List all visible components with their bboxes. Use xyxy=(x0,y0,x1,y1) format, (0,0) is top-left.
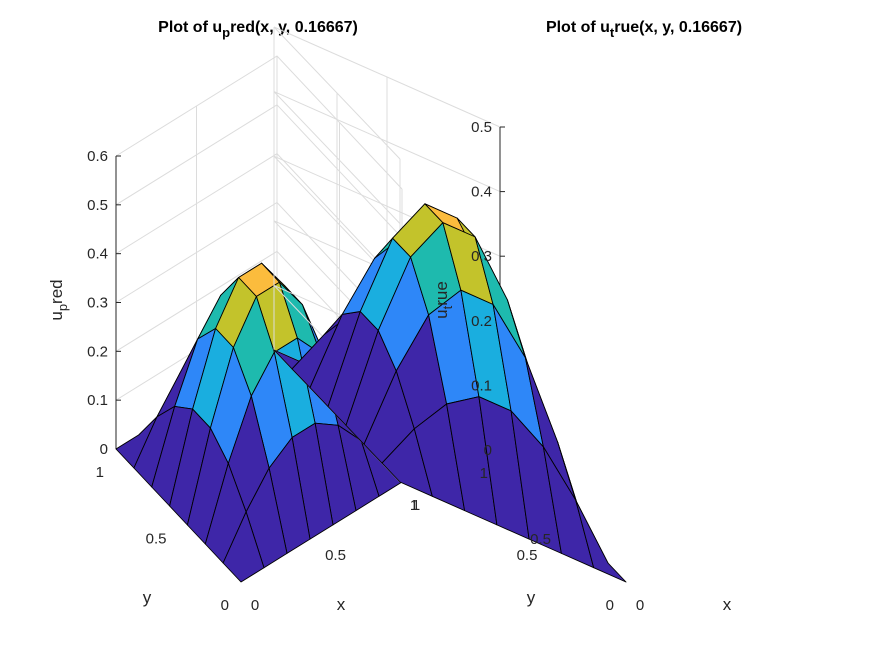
z-tick-label: 0 xyxy=(100,441,108,458)
zlabel-pred: upred xyxy=(47,279,70,320)
y-tick-label: 0.5 xyxy=(530,531,551,548)
surface-pred xyxy=(115,262,403,583)
surface-face xyxy=(575,499,627,583)
zlabel-true: utrue xyxy=(432,281,455,319)
z-tick-label: 0.4 xyxy=(471,184,492,201)
z-tick-label: 0.1 xyxy=(471,377,492,394)
z-tick-label: 0.3 xyxy=(87,295,108,312)
z-tick-label: 0 xyxy=(484,442,492,459)
y-tick-label: 0 xyxy=(606,597,614,614)
y-tick-label: 0.5 xyxy=(146,531,167,548)
z-tick-label: 0.6 xyxy=(87,148,108,165)
z-tick-label: 0.3 xyxy=(471,248,492,265)
title-pred: Plot of upred(x, y, 0.16667) xyxy=(158,19,358,40)
surface-true xyxy=(273,203,627,583)
ticks-pred: 0 0.1 0.2 0.3 0.4 0.5 0.6 0 0.5 1 0 0.5 1 xyxy=(87,148,420,614)
y-tick-label: 1 xyxy=(96,464,104,481)
ticks-true: 0 0.1 0.2 0.3 0.4 0.5 0 0.5 1 0 0.5 1 xyxy=(410,119,644,614)
y-tick-label: 0 xyxy=(221,597,229,614)
x-tick-label: 1 xyxy=(412,497,420,514)
z-tick-label: 0.4 xyxy=(87,246,108,263)
xlabel-pred: x xyxy=(337,595,346,614)
y-tick-label: 1 xyxy=(480,465,488,482)
z-tick-label: 0.2 xyxy=(471,313,492,330)
ylabel-true: y xyxy=(527,588,536,607)
title-true: Plot of utrue(x, y, 0.16667) xyxy=(546,19,742,40)
x-tick-label: 0 xyxy=(251,597,259,614)
grid-line-z xyxy=(115,104,403,239)
ylabel-pred: y xyxy=(143,588,152,607)
z-tick-label: 0.2 xyxy=(87,343,108,360)
axes-pred xyxy=(115,155,121,450)
x-tick-label: 0.5 xyxy=(517,547,538,564)
z-tick-label: 0.5 xyxy=(471,119,492,136)
xlabel-true: x xyxy=(723,595,732,614)
x-tick-label: 0 xyxy=(636,597,644,614)
x-tick-label: 0.5 xyxy=(325,547,346,564)
z-tick-label: 0.5 xyxy=(87,197,108,214)
z-tick-label: 0.1 xyxy=(87,392,108,409)
surface-face xyxy=(222,511,265,583)
subplot-true: Plot of utrue(x, y, 0.16667) 00.10.20.30… xyxy=(273,19,742,614)
x-tick-label: 1 xyxy=(410,497,418,514)
grid-line-z xyxy=(115,55,403,190)
